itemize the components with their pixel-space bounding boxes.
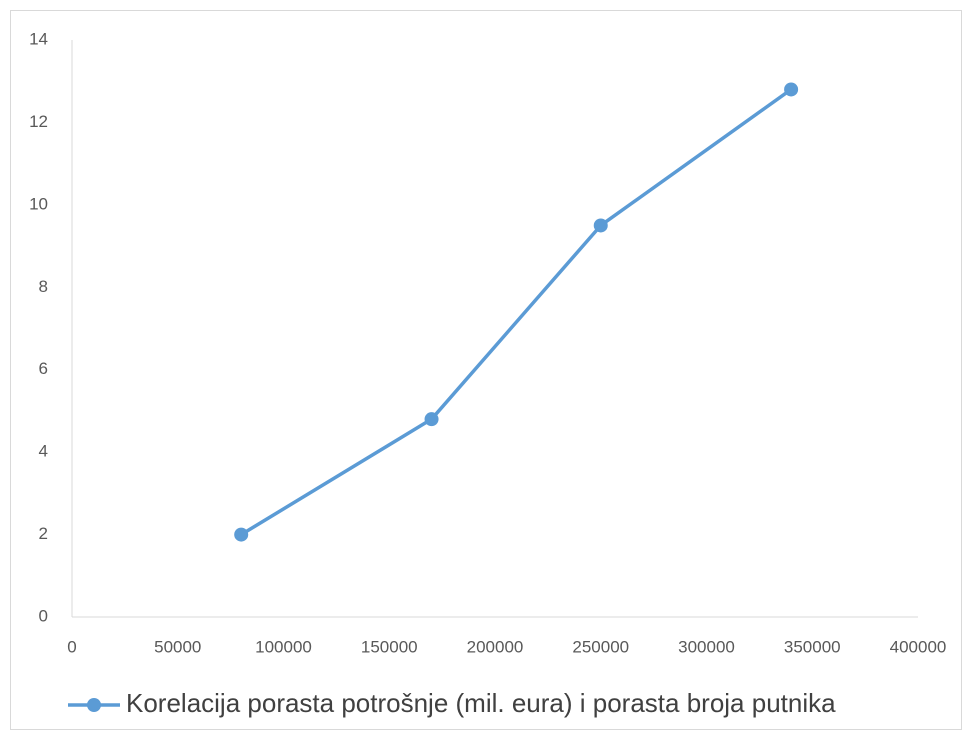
chart-border — [10, 10, 962, 730]
point — [784, 82, 799, 97]
point — [234, 527, 249, 542]
x-tick-label: 150000 — [361, 637, 418, 656]
y-tick-label: 10 — [29, 194, 48, 213]
y-tick-label: 12 — [29, 112, 48, 131]
y-tick-label: 6 — [39, 359, 48, 378]
y-tick-label: 14 — [29, 29, 48, 48]
legend-label: Korelacija porasta potrošnje (mil. eura)… — [126, 688, 836, 718]
x-tick-label: 300000 — [678, 637, 735, 656]
x-tick-label: 100000 — [255, 637, 312, 656]
series-line — [240, 88, 793, 537]
x-tick-label: 200000 — [467, 637, 524, 656]
x-tick-label: 0 — [67, 637, 76, 656]
x-tick-label: 350000 — [784, 637, 841, 656]
y-tick-label: 2 — [39, 524, 48, 543]
y-tick-label: 4 — [39, 442, 48, 461]
x-tick-label: 50000 — [154, 637, 201, 656]
y-tick-label: 8 — [39, 277, 48, 296]
point — [593, 218, 608, 233]
x-tick-label: 250000 — [572, 637, 629, 656]
legend-marker — [87, 698, 101, 712]
x-tick-label: 400000 — [890, 637, 947, 656]
point — [424, 412, 439, 427]
y-tick-label: 0 — [39, 606, 48, 625]
